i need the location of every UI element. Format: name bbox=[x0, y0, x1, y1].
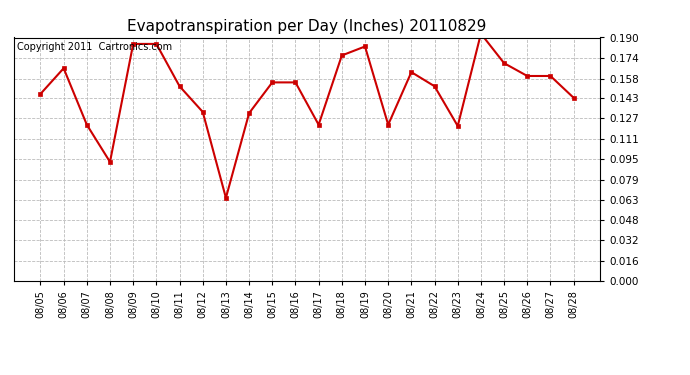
Title: Evapotranspiration per Day (Inches) 20110829: Evapotranspiration per Day (Inches) 2011… bbox=[128, 18, 486, 33]
Text: Copyright 2011  Cartronics.com: Copyright 2011 Cartronics.com bbox=[17, 42, 172, 52]
